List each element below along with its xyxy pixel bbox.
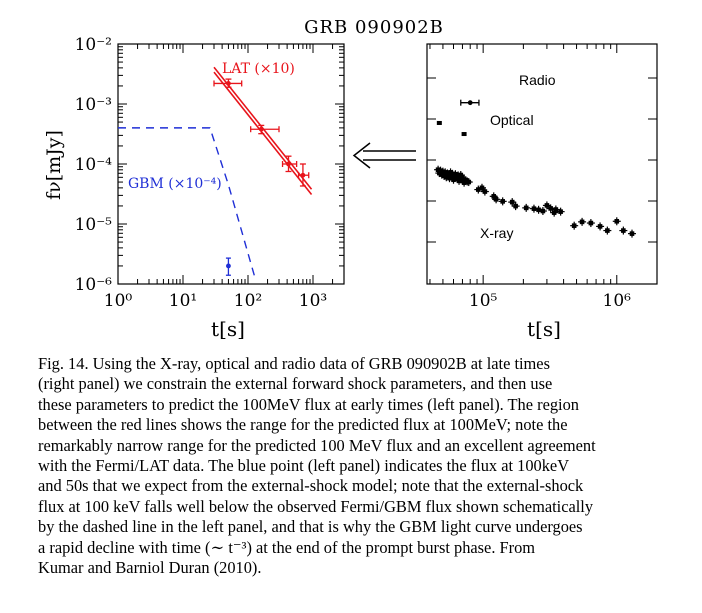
y-tick-label: 10⁻⁵ [75,215,113,235]
external-shock-point [225,257,231,276]
left-plot-frame [117,43,345,285]
lat-data-point [213,78,243,88]
left-x-axis-label: t[s] [211,317,245,341]
caption-line: flux at 100 keV falls well below the obs… [38,496,594,516]
radio-label: Radio [519,72,556,88]
xray-data-point [570,221,579,230]
xray-data-point [546,204,555,213]
caption-line: Fig. 14. Using the X-ray, optical and ra… [38,354,550,373]
xray-data-point [498,197,507,206]
right-x-axis-label: t[s] [527,317,561,341]
xray-data-point [522,203,531,212]
xray-data-point [603,226,612,235]
left-y-tick-labels: 10⁻⁶ 10⁻⁵ 10⁻⁴ 10⁻³ 10⁻² [75,35,113,295]
y-tick-label: 10⁻⁴ [75,155,113,175]
figure: GRB 090902B 10⁰ 10¹ 10² 10³ 10⁻⁶10⁻⁵10⁻⁴10⁻… [43,17,658,341]
xray-data-point [628,229,637,238]
left-data-points [213,78,310,276]
gbm-label: GBM (×10⁻⁴) [128,176,222,192]
x-tick-label: 10⁶ [603,291,632,311]
right-panel: 10⁵ 10⁶ Radio Optical X-ray t[s] [426,43,658,341]
caption-line: these parameters to predict the 100MeV f… [38,394,580,414]
xray-data-point [586,219,595,228]
xray-label: X-ray [480,225,513,241]
left-y-axis-label: fν[mJy] [43,130,65,200]
left-panel: 10⁰ 10¹ 10² 10³ 10⁻⁶ 10⁻⁵ 10⁻⁴ 10⁻³ 10⁻² LAT (×… [43,35,345,341]
left-axis-ticks [117,43,345,285]
xray-data-point [511,202,520,211]
x-tick-label: 10² [234,291,262,311]
xray-data-point [612,217,621,226]
right-x-tick-labels: 10⁵ 10⁶ [469,291,631,311]
optical-data-point [436,120,442,125]
y-tick-label: 10⁻² [75,35,112,55]
lat-data-point [281,155,298,173]
x-tick-label: 10⁰ [104,291,133,311]
xray-data-point [596,222,605,231]
y-tick-label: 10⁻³ [75,95,112,115]
optical-label: Optical [490,112,534,128]
caption-line: (right panel) we constrain the external … [38,374,553,394]
xray-data-point [619,226,628,235]
xray-data-point [464,178,473,187]
left-x-tick-labels: 10⁰ 10¹ 10² 10³ [104,291,327,311]
xray-data-point [538,207,547,216]
xray-data-point [508,198,517,207]
caption-line: a rapid decline with time (∼ t⁻³) at the… [38,537,536,557]
figure-caption: Fig. 14. Using the X-ray, optical and ra… [38,354,690,578]
caption-line: with the Fermi/LAT data. The blue point … [38,456,570,476]
optical-data-point [461,132,467,137]
figure-title: GRB 090902B [304,17,444,38]
caption-line: Kumar and Barniol Duran (2010). [38,558,262,578]
double-arrow-left-icon [352,142,416,169]
caption-line: and 50s that we expect from the external… [38,476,584,496]
caption-line: remarkably narrow range for the predicte… [38,435,596,455]
caption-line: between the red lines shows the range fo… [38,415,568,435]
xray-data-point [578,217,587,226]
xray-data-point [492,195,501,204]
x-tick-label: 10⁵ [469,291,498,311]
gbm-dashed-line [118,127,257,280]
right-data-points [434,99,637,238]
gbm-dashed-curve [118,127,257,280]
x-tick-label: 10¹ [169,291,197,311]
lat-data-point [297,163,310,187]
right-plot-frame [426,43,658,285]
y-tick-label: 10⁻⁶ [75,275,113,295]
lat-data-point [250,124,280,135]
right-axis-ticks [427,44,658,284]
caption-line: by the dashed line in the left panel, an… [38,517,583,537]
xray-data-point [556,207,565,216]
lat-label: LAT (×10) [222,61,295,77]
xray-data-point [480,187,489,196]
radio-data-point [460,99,480,106]
x-tick-label: 10³ [299,291,327,311]
